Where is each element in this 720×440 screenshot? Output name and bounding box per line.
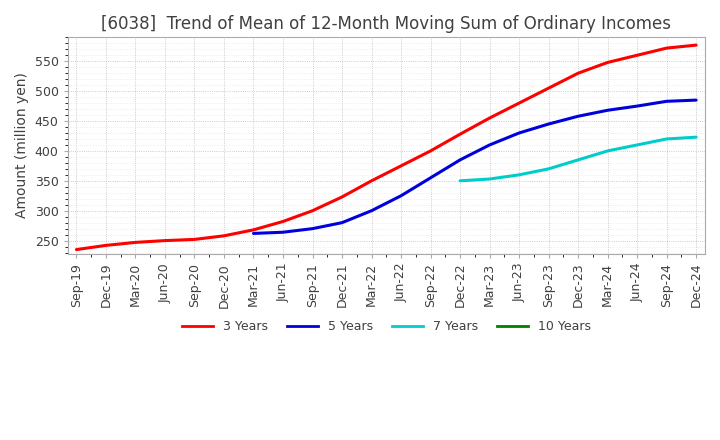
3 Years <box>249 227 258 232</box>
3 Years <box>633 53 642 58</box>
7 Years <box>456 178 464 183</box>
5 Years <box>338 220 346 225</box>
3 Years <box>338 194 346 200</box>
5 Years <box>279 230 287 235</box>
3 Years <box>603 60 612 65</box>
7 Years <box>633 142 642 147</box>
3 Years <box>574 70 582 76</box>
5 Years <box>662 99 671 104</box>
5 Years <box>692 98 701 103</box>
3 Years <box>485 115 494 121</box>
7 Years <box>692 135 701 140</box>
3 Years <box>308 208 317 213</box>
3 Years <box>131 240 140 245</box>
Y-axis label: Amount (million yen): Amount (million yen) <box>15 73 29 219</box>
3 Years <box>397 163 405 169</box>
Legend: 3 Years, 5 Years, 7 Years, 10 Years: 3 Years, 5 Years, 7 Years, 10 Years <box>176 315 596 338</box>
5 Years <box>367 208 376 213</box>
3 Years <box>279 219 287 224</box>
5 Years <box>456 157 464 162</box>
5 Years <box>574 114 582 119</box>
3 Years <box>161 238 169 243</box>
3 Years <box>367 178 376 183</box>
3 Years <box>426 148 435 154</box>
3 Years <box>190 237 199 242</box>
3 Years <box>692 43 701 48</box>
3 Years <box>102 243 110 248</box>
5 Years <box>544 121 553 127</box>
Line: 7 Years: 7 Years <box>460 137 696 181</box>
Title: [6038]  Trend of Mean of 12-Month Moving Sum of Ordinary Incomes: [6038] Trend of Mean of 12-Month Moving … <box>102 15 671 33</box>
3 Years <box>72 247 81 252</box>
Line: 5 Years: 5 Years <box>253 100 696 234</box>
5 Years <box>633 103 642 109</box>
7 Years <box>485 176 494 182</box>
3 Years <box>544 85 553 91</box>
5 Years <box>397 193 405 198</box>
7 Years <box>515 172 523 177</box>
5 Years <box>308 226 317 231</box>
5 Years <box>603 108 612 113</box>
Line: 3 Years: 3 Years <box>76 45 696 249</box>
3 Years <box>515 100 523 106</box>
7 Years <box>544 166 553 172</box>
5 Years <box>485 142 494 147</box>
3 Years <box>456 132 464 137</box>
5 Years <box>515 130 523 136</box>
3 Years <box>662 45 671 51</box>
7 Years <box>603 148 612 154</box>
7 Years <box>662 136 671 142</box>
7 Years <box>574 157 582 162</box>
5 Years <box>249 231 258 236</box>
3 Years <box>220 233 228 238</box>
5 Years <box>426 175 435 180</box>
